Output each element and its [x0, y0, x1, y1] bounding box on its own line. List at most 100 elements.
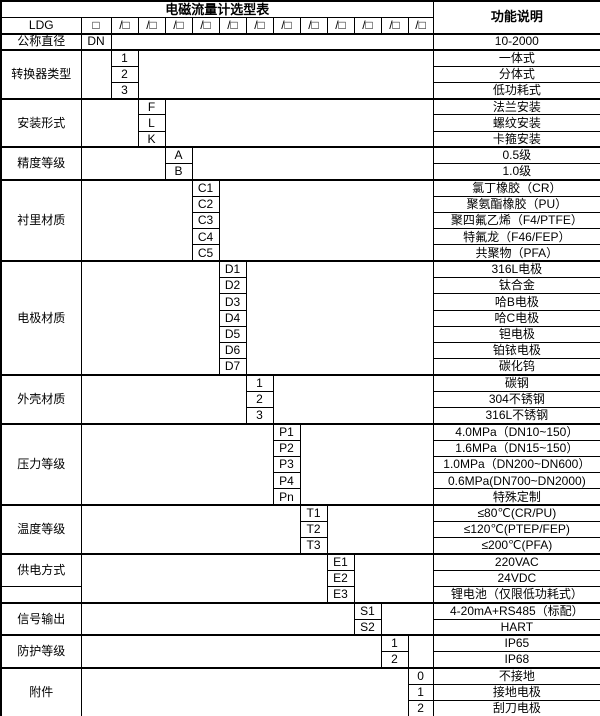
category-label: 电极材质	[0, 260, 82, 376]
spacer-cell	[380, 601, 434, 636]
code-slot: /□	[110, 16, 139, 35]
code-slot: /□	[164, 16, 193, 35]
code-cell: P4	[272, 472, 301, 490]
code-cell: P3	[272, 455, 301, 474]
ldg-label: LDG	[0, 16, 82, 35]
table-row: D3 哈B电极	[1, 293, 600, 311]
code-slot: /□	[218, 16, 247, 35]
code-cell: 1	[407, 683, 434, 701]
category-label: 公称直径	[0, 32, 82, 51]
value-cell: 4-20mA+RS485（标配）	[432, 601, 600, 620]
code-cell: 3	[110, 81, 139, 100]
category-label: 衬里材质	[0, 178, 82, 262]
code-cell: F	[137, 97, 166, 116]
code-cell: K	[137, 130, 166, 148]
table-row: S2 HART	[1, 618, 600, 636]
value-cell: 220VAC	[432, 553, 600, 571]
table-row: E3 锂电池（仅限低功耗式）	[0, 586, 600, 604]
code-cell: D5	[218, 325, 247, 344]
spacer-cell	[80, 374, 247, 425]
category-label: 附件	[0, 666, 82, 716]
spacer-cell	[326, 504, 434, 555]
value-cell: HART	[432, 618, 600, 636]
table-row: 安装形式 F 法兰安装	[0, 97, 600, 148]
value-cell: 4.0MPa（DN10~150）	[432, 422, 600, 441]
table-row: T2 ≤120℃(PTEP/FEP)	[1, 520, 600, 539]
spacer-cell	[80, 178, 193, 262]
spacer-cell	[299, 422, 434, 506]
code-cell: D1	[218, 260, 247, 279]
value-cell: 低功耗式	[432, 81, 600, 100]
spacer-cell	[137, 48, 434, 100]
spacer-cell	[272, 374, 434, 425]
value-cell: 共聚物（PFA）	[432, 244, 600, 262]
spacer-cell	[80, 48, 112, 100]
category-label: 供电方式	[0, 553, 82, 588]
table-row: 2 IP68	[1, 651, 600, 669]
code-cell: S1	[353, 601, 382, 620]
value-cell: 哈C电极	[432, 309, 600, 327]
value-cell: 0.6MPa(DN700~DN2000)	[432, 472, 600, 490]
value-cell: 法兰安装	[432, 97, 600, 116]
value-cell: 钛合金	[432, 277, 600, 295]
value-cell: 316L电极	[432, 260, 600, 279]
spacer-cell	[80, 422, 274, 506]
value-cell: 1.6MPa（DN15~150）	[432, 439, 600, 457]
category-label: 精度等级	[0, 146, 82, 181]
code-cell: 1	[380, 634, 409, 653]
code-slot: /□	[380, 16, 409, 35]
value-cell: 刮刀电极	[432, 699, 600, 716]
value-cell: 铂铱电极	[432, 342, 600, 360]
spacer-cell	[245, 260, 434, 376]
table-row: D6 铂铱电极	[1, 342, 600, 360]
code-cell: T1	[299, 504, 328, 523]
value-cell: 特殊定制	[432, 488, 600, 506]
value-cell: 锂电池（仅限低功耗式）	[432, 586, 600, 604]
table-row: 温度等级 T1 ≤80℃(CR/PU)	[0, 504, 600, 555]
table-row: K 卡箍安装	[1, 130, 600, 148]
spacer-cell	[80, 504, 301, 555]
value-cell: 1.0级	[432, 163, 600, 181]
spacer-cell	[80, 666, 409, 716]
value-cell: 卡箍安装	[432, 130, 600, 148]
code-cell: 2	[407, 699, 434, 716]
code-slot: /□	[299, 16, 328, 35]
code-cell: E1	[326, 553, 355, 571]
function-desc-header: 功能说明	[432, 0, 600, 35]
table-row: 电极材质 D1 316L电极	[0, 260, 600, 376]
code-cell: T2	[299, 520, 328, 539]
table-row: 2 刮刀电极	[1, 699, 600, 716]
value-cell: 分体式	[432, 65, 600, 83]
spacer-cell	[80, 146, 166, 181]
code-cell: E3	[326, 586, 355, 604]
table-row: D7 碳化钨	[1, 358, 600, 376]
table-row: 供电方式 E1 220VAC	[0, 553, 600, 604]
code-cell: C2	[191, 195, 220, 213]
spacer-cell	[80, 553, 328, 604]
code-cell: D7	[218, 358, 247, 376]
value-cell: 聚四氟乙烯（F4/PTFE）	[432, 211, 600, 230]
code-slot: /□	[191, 16, 220, 35]
code-cell: D4	[218, 309, 247, 327]
code-slot: /□	[407, 16, 434, 35]
code-slot: /□	[245, 16, 274, 35]
value-cell: 碳化钨	[432, 358, 600, 376]
category-label: 压力等级	[0, 422, 82, 506]
code-cell: D2	[218, 277, 247, 295]
value-cell: 304不锈钢	[432, 390, 600, 409]
code-cell: 1	[245, 374, 274, 392]
table-row: 转换器类型 1 一体式	[0, 48, 600, 100]
code-cell: B	[164, 163, 193, 181]
spacer-cell	[353, 553, 434, 604]
category-label: 安装形式	[0, 97, 82, 148]
category-label: 转换器类型	[0, 48, 82, 100]
spacer-cell	[164, 97, 434, 148]
table-row: 电磁流量计选型表 功能说明	[0, 0, 600, 35]
code-slot: /□	[272, 16, 301, 35]
table-row: 外壳材质 1 碳钢	[0, 374, 600, 425]
code-cell: 1	[110, 48, 139, 67]
table-title: 电磁流量计选型表	[0, 0, 434, 18]
spacer-cell	[110, 32, 434, 51]
code-cell: 2	[380, 651, 409, 669]
